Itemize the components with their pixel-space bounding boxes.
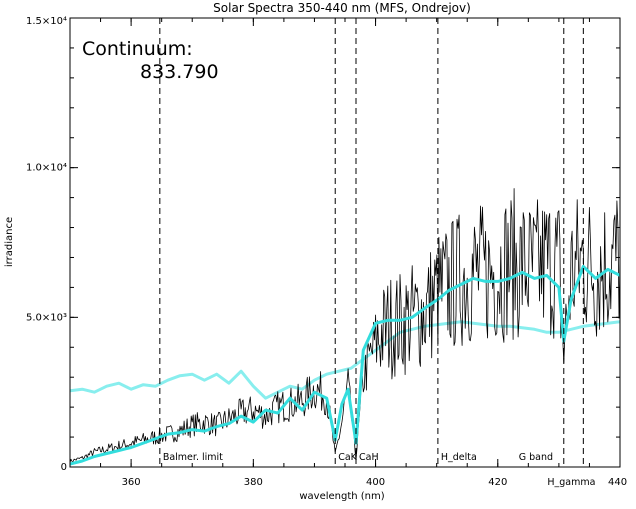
chart-title: Solar Spectra 350-440 nm (MFS, Ondrejov): [213, 1, 471, 15]
y-axis-ticks: 0 5.0×10³ 1.0×10⁴ 1.5×10⁴: [26, 16, 620, 473]
x-axis-ticks: 360 380 400 420 440: [69, 18, 627, 488]
x-tick-label: 440: [608, 477, 627, 488]
spectral-line-label: G band: [519, 452, 553, 463]
series-layer: [70, 188, 620, 466]
x-tick-label: 420: [488, 477, 507, 488]
continuum-value: 833.790: [140, 61, 219, 83]
series-line-thick-continuum: [70, 320, 620, 400]
spectral-line-label: H_gamma: [547, 477, 595, 488]
spectral-line-label: H_delta: [441, 452, 477, 463]
spectral-line-label: CaK: [338, 452, 357, 463]
spectral-line-label: CaH: [359, 452, 379, 463]
series-line-thick-smoothed: [70, 264, 620, 466]
spectral-lines-layer: Balmer. limit CaK CaH H_delta G band H_gamma: [159, 18, 595, 488]
y-tick-label: 5.0×10³: [26, 312, 67, 323]
y-tick-label: 1.0×10⁴: [26, 163, 67, 174]
x-tick-label: 380: [244, 477, 263, 488]
x-tick-label: 360: [122, 477, 141, 488]
continuum-title: Continuum:: [82, 38, 193, 60]
spectral-line-label: Balmer. limit: [163, 452, 223, 463]
y-tick-label: 1.5×10⁴: [26, 16, 67, 27]
x-axis-label: wavelength (nm): [299, 491, 384, 502]
y-tick-label: 0: [61, 462, 67, 473]
y-axis-label: irradiance: [4, 217, 15, 267]
x-tick-label: 400: [366, 477, 385, 488]
